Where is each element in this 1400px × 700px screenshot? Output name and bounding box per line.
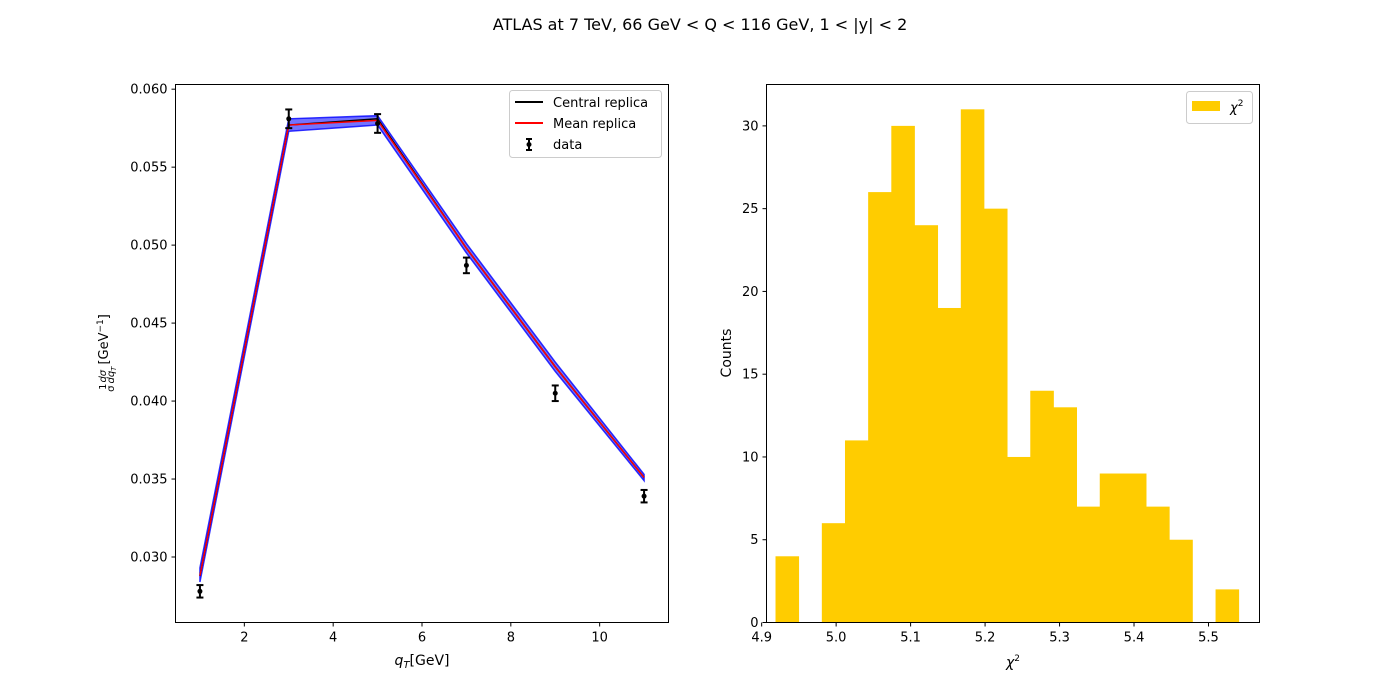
histogram-bars [775, 109, 1240, 623]
data-point [462, 256, 470, 275]
legend-chi2-label: χ2 [1229, 99, 1243, 116]
left-legend: Central replica Mean replica data [509, 90, 662, 158]
left-chart: 2 4 6 8 10 0.0300.0350.0400.0450.0500.0550.0… [96, 83, 669, 671]
data-point [285, 108, 293, 130]
right-chart: 4.9 5.0 5.1 5.2 5.3 5.4 5.5 0 5 10 15 20 25 30 χ2 Co… [719, 84, 1260, 671]
figure-title: ATLAS at 7 TeV, 66 GeV < Q < 116 GeV, 1 … [493, 15, 908, 34]
left-y-tick-label: 0.060 [130, 83, 167, 98]
legend-chi2-swatch [1192, 101, 1220, 111]
right-x-tick-label: 5.1 [900, 631, 921, 646]
data-points [196, 108, 648, 599]
histogram-bar [891, 125, 915, 623]
right-x-tick-label: 5.4 [1124, 631, 1145, 646]
left-x-tick-label: 6 [418, 631, 426, 646]
left-y-tick-label: 0.035 [130, 473, 167, 488]
histogram-bar [983, 208, 1008, 623]
left-y-tick-label: 0.040 [130, 395, 167, 410]
data-point [551, 384, 559, 403]
right-axes-frame [766, 84, 1260, 623]
left-x-tick-label: 4 [329, 631, 337, 646]
histogram-bar [1215, 589, 1240, 623]
histogram-bar [1030, 390, 1054, 623]
right-y-ticks: 0 5 10 15 20 25 30 [742, 119, 767, 631]
legend-data-label: data [553, 138, 582, 153]
left-x-axis-label: qT[GeV] [395, 653, 450, 671]
data-point [374, 113, 382, 134]
histogram-bar [960, 109, 985, 623]
left-x-tick-label: 8 [507, 631, 515, 646]
histogram-bar [937, 307, 962, 623]
data-point [196, 584, 204, 599]
right-y-tick-label: 0 [750, 616, 758, 631]
right-y-tick-label: 25 [742, 202, 759, 217]
left-y-tick-label: 0.045 [130, 317, 167, 332]
right-y-axis-label: Counts [719, 329, 735, 378]
histogram-bar [1169, 539, 1193, 623]
histogram-bar [914, 225, 939, 623]
right-x-tick-label: 5.2 [975, 631, 996, 646]
histogram-bar [1053, 407, 1077, 623]
left-x-tick-label: 2 [240, 631, 248, 646]
histogram-bar [775, 556, 800, 623]
right-y-tick-label: 15 [742, 368, 759, 383]
right-x-tick-label: 4.9 [751, 631, 772, 646]
right-y-tick-label: 20 [742, 285, 759, 300]
left-y-tick-label: 0.055 [130, 161, 167, 176]
data-point [640, 488, 648, 504]
legend-mean-replica-label: Mean replica [553, 117, 636, 132]
right-x-tick-label: 5.5 [1198, 631, 1219, 646]
right-y-tick-label: 10 [742, 450, 759, 465]
right-x-axis-label: χ2 [1005, 654, 1020, 671]
right-y-tick-label: 5 [750, 533, 758, 548]
left-legend-box [509, 90, 662, 158]
left-y-ticks: 0.030 0.035 0.040 0.045 0.050 0.055 0.060 [130, 83, 176, 566]
left-series-lines [199, 118, 645, 576]
histogram-bar [1099, 473, 1124, 623]
left-y-tick-label: 0.030 [130, 551, 167, 566]
right-x-tick-label: 5.0 [826, 631, 847, 646]
histogram-bar [844, 440, 869, 623]
left-y-axis-label: 1dσσdqT[GeV−1] [96, 314, 118, 392]
legend-data-swatch [526, 138, 532, 151]
histogram-bar [821, 523, 846, 623]
right-y-tick-label: 30 [742, 119, 759, 134]
histogram-bar [1007, 456, 1031, 623]
histogram-bar [1122, 473, 1147, 623]
right-x-tick-label: 5.3 [1049, 631, 1070, 646]
left-x-ticks: 2 4 6 8 10 [240, 622, 608, 646]
left-y-tick-label: 0.050 [130, 239, 167, 254]
series-line-mean-replica [199, 119, 645, 576]
histogram-bar [868, 192, 892, 623]
right-x-ticks: 4.9 5.0 5.1 5.2 5.3 5.4 5.5 [751, 622, 1219, 646]
left-x-tick-label: 10 [591, 631, 608, 646]
right-legend: χ2 [1186, 91, 1253, 124]
histogram-bar [1076, 506, 1101, 623]
legend-central-replica-label: Central replica [553, 96, 648, 111]
histogram-bar [1146, 506, 1170, 623]
